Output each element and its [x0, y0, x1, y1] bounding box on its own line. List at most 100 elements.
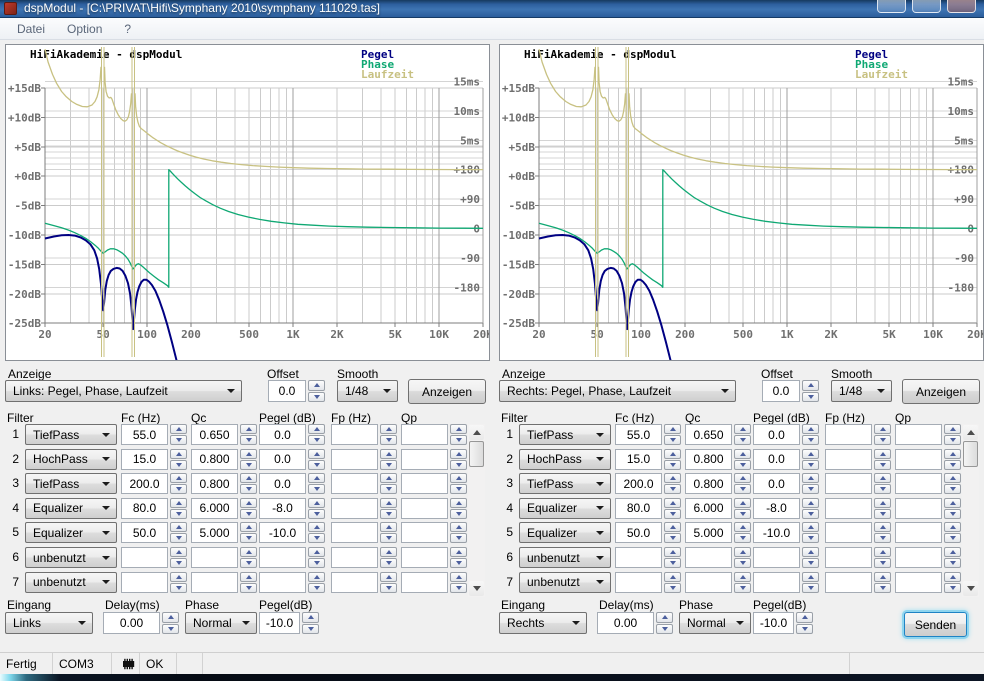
filter-fp-spin-down[interactable] — [380, 533, 397, 543]
filter-qp-input[interactable] — [401, 424, 448, 445]
filter-qp-input[interactable] — [895, 424, 942, 445]
filter-fc-spin-up[interactable] — [170, 572, 187, 582]
filter-fp-spin-down[interactable] — [380, 435, 397, 445]
delay-input[interactable]: 0.00 — [597, 612, 654, 634]
filter-fp-spin-up[interactable] — [380, 547, 397, 557]
filter-fp-input[interactable] — [825, 449, 872, 470]
filter-fc-spin-up[interactable] — [170, 498, 187, 508]
filter-qp-input[interactable] — [895, 498, 942, 519]
delay-spin-up[interactable] — [656, 612, 673, 623]
filter-fc-spin-down[interactable] — [664, 460, 681, 470]
filter-fc-spin-up[interactable] — [664, 424, 681, 434]
filter-fc-spin-down[interactable] — [170, 484, 187, 494]
filter-pegel-spin-up[interactable] — [308, 424, 325, 434]
filter-qc-input[interactable]: 0.650 — [685, 424, 732, 445]
filter-qc-spin-down[interactable] — [240, 533, 257, 543]
filter-qc-spin-up[interactable] — [240, 547, 257, 557]
filter-pegel-spin-up[interactable] — [308, 547, 325, 557]
filter-qc-spin-up[interactable] — [734, 498, 751, 508]
filter-fc-spin-down[interactable] — [170, 509, 187, 519]
filter-qp-spin-down[interactable] — [450, 435, 467, 445]
filter-qc-input[interactable] — [685, 572, 732, 593]
filter-pegel-spin-down[interactable] — [802, 509, 819, 519]
filter-qc-spin-down[interactable] — [734, 460, 751, 470]
filter-pegel-input[interactable]: -8.0 — [753, 498, 800, 519]
filter-fc-input[interactable]: 200.0 — [121, 473, 168, 494]
filter-fc-input[interactable]: 80.0 — [615, 498, 662, 519]
filter-fc-input[interactable]: 50.0 — [121, 522, 168, 543]
filter-fp-spin-up[interactable] — [874, 449, 891, 459]
filter-pegel-spin-up[interactable] — [802, 473, 819, 483]
filter-qc-spin-up[interactable] — [240, 449, 257, 459]
offset-spin-up[interactable] — [802, 380, 819, 391]
filter-fp-input[interactable] — [825, 473, 872, 494]
anzeige-combo[interactable]: Links: Pegel, Phase, Laufzeit — [5, 380, 242, 402]
filter-pegel-input[interactable]: 0.0 — [259, 424, 306, 445]
filter-qc-spin-up[interactable] — [240, 572, 257, 582]
scrollbar-thumb[interactable] — [963, 441, 978, 467]
pegel-spin-up[interactable] — [796, 612, 813, 623]
filter-fp-spin-up[interactable] — [874, 424, 891, 434]
filter-fp-input[interactable] — [331, 449, 378, 470]
menu-datei[interactable]: Datei — [6, 18, 56, 40]
filter-fp-spin-up[interactable] — [380, 498, 397, 508]
filter-type-combo[interactable]: TiefPass — [519, 424, 611, 445]
filter-type-combo[interactable]: Equalizer — [25, 498, 117, 519]
smooth-combo[interactable]: 1/48 — [337, 380, 398, 402]
filter-qp-spin-down[interactable] — [450, 460, 467, 470]
filter-fp-spin-up[interactable] — [874, 522, 891, 532]
filter-fc-spin-down[interactable] — [664, 484, 681, 494]
filter-pegel-input[interactable]: 0.0 — [259, 449, 306, 470]
filter-qp-input[interactable] — [401, 473, 448, 494]
filter-fp-spin-down[interactable] — [874, 558, 891, 568]
filter-fp-input[interactable] — [331, 572, 378, 593]
filter-pegel-spin-down[interactable] — [802, 484, 819, 494]
filter-pegel-input[interactable]: -10.0 — [753, 522, 800, 543]
filter-qp-input[interactable] — [401, 572, 448, 593]
filter-pegel-spin-down[interactable] — [308, 460, 325, 470]
filter-qp-input[interactable] — [401, 547, 448, 568]
filter-fc-spin-down[interactable] — [170, 435, 187, 445]
filter-qp-spin-down[interactable] — [944, 533, 961, 543]
filter-pegel-input[interactable] — [753, 547, 800, 568]
filter-pegel-spin-down[interactable] — [802, 460, 819, 470]
menu-option[interactable]: Option — [56, 18, 113, 40]
anzeigen-button[interactable]: Anzeigen — [902, 379, 980, 404]
filter-pegel-spin-up[interactable] — [308, 522, 325, 532]
eingang-combo[interactable]: Rechts — [499, 612, 587, 634]
filter-fp-spin-up[interactable] — [380, 424, 397, 434]
filter-qc-spin-up[interactable] — [240, 522, 257, 532]
filter-pegel-input[interactable]: 0.0 — [753, 424, 800, 445]
filter-type-combo[interactable]: unbenutzt — [25, 547, 117, 568]
filter-type-combo[interactable]: unbenutzt — [519, 572, 611, 593]
filter-fp-input[interactable] — [331, 498, 378, 519]
filter-fc-input[interactable]: 80.0 — [121, 498, 168, 519]
filter-qc-spin-down[interactable] — [240, 460, 257, 470]
filter-fc-spin-up[interactable] — [664, 473, 681, 483]
filter-qp-spin-up[interactable] — [944, 522, 961, 532]
filter-pegel-spin-down[interactable] — [802, 583, 819, 593]
filter-fp-spin-down[interactable] — [874, 484, 891, 494]
filter-pegel-input[interactable]: 0.0 — [259, 473, 306, 494]
filter-pegel-input[interactable] — [259, 572, 306, 593]
filter-fc-spin-down[interactable] — [170, 558, 187, 568]
filter-qc-spin-down[interactable] — [240, 583, 257, 593]
filter-qp-input[interactable] — [401, 522, 448, 543]
pegel-input[interactable]: -10.0 — [259, 612, 300, 634]
scroll-up-button[interactable] — [469, 425, 484, 440]
filter-qc-spin-up[interactable] — [734, 522, 751, 532]
filter-qc-spin-down[interactable] — [240, 558, 257, 568]
maximize-button[interactable] — [912, 0, 941, 13]
filter-fc-spin-down[interactable] — [664, 435, 681, 445]
offset-spin-down[interactable] — [802, 392, 819, 403]
filter-fc-spin-down[interactable] — [664, 583, 681, 593]
filter-type-combo[interactable]: TiefPass — [25, 473, 117, 494]
filter-pegel-spin-up[interactable] — [802, 449, 819, 459]
delay-spin-down[interactable] — [162, 624, 179, 635]
filter-fp-spin-up[interactable] — [380, 449, 397, 459]
filter-qp-input[interactable] — [895, 522, 942, 543]
filter-fp-spin-down[interactable] — [380, 558, 397, 568]
filter-qp-spin-down[interactable] — [450, 484, 467, 494]
filter-fc-input[interactable]: 200.0 — [615, 473, 662, 494]
filter-fc-input[interactable]: 50.0 — [615, 522, 662, 543]
